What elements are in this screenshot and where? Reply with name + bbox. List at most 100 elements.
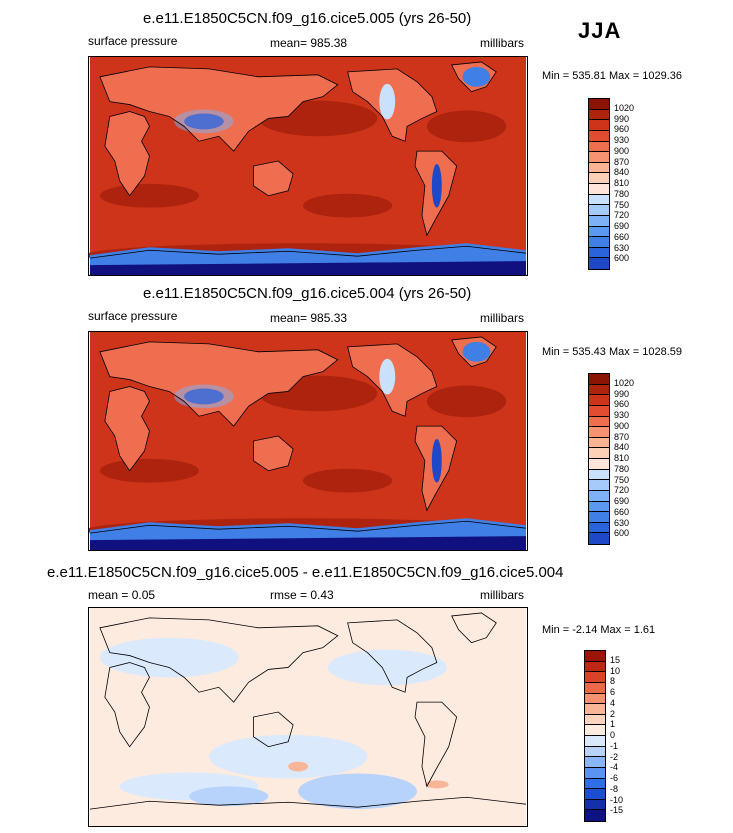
- colorbar-swatch: [585, 661, 605, 673]
- colorbar-swatch: [589, 427, 609, 438]
- coastline: [99, 66, 339, 152]
- colorbar-swatch: [589, 469, 609, 481]
- panel3-mean-label: mean = 0.05: [88, 588, 156, 602]
- colorbar-swatch: [589, 512, 609, 523]
- antarctica-core: [90, 261, 526, 275]
- greenland-low: [462, 341, 491, 362]
- colorbar-swatch: [585, 767, 605, 779]
- colorbar-swatch: [589, 384, 609, 396]
- coastline: [347, 619, 438, 693]
- rockies: [379, 83, 396, 120]
- negative-anomaly-strong: [298, 773, 417, 810]
- panel2-units-label: millibars: [480, 311, 525, 325]
- coastline-antarctica: [89, 520, 527, 534]
- colorbar-label: -15: [610, 805, 624, 816]
- coastline: [347, 68, 438, 142]
- panel1-pressure-map: [88, 56, 528, 276]
- negative-anomaly: [327, 649, 447, 686]
- colorbar-label: 900: [614, 145, 630, 156]
- season-label: JJA: [578, 18, 622, 43]
- panel1-colorbar: [588, 98, 610, 270]
- coastline: [253, 160, 294, 197]
- andes-low: [431, 164, 442, 208]
- land-pressure: [104, 386, 150, 471]
- colorbar-label: 8: [610, 676, 616, 687]
- panel2-title: e.e11.E1850C5CN.f09_g16.cice5.004 (yrs 2…: [143, 285, 472, 302]
- colorbar-label: 840: [614, 167, 630, 178]
- negative-anomaly-strong: [189, 786, 269, 807]
- panel2-pressure-map: [88, 331, 528, 551]
- panel1-mean-label: mean= 985.38: [270, 36, 348, 50]
- colorbar-label: 720: [614, 485, 630, 496]
- colorbar-swatch: [589, 162, 609, 174]
- colorbar-swatch: [589, 152, 609, 163]
- colorbar-label: 720: [614, 210, 630, 221]
- colorbar-label: 810: [614, 178, 630, 188]
- colorbar-label: 600: [614, 528, 630, 539]
- colorbar-label: 1020: [614, 377, 635, 388]
- colorbar-swatch: [589, 215, 609, 227]
- colorbar-swatch: [589, 184, 609, 195]
- coastline: [451, 336, 497, 368]
- colorbar-swatch: [585, 704, 605, 715]
- colorbar-label: 960: [614, 399, 630, 410]
- map-canvas: [89, 332, 527, 550]
- coastline: [414, 150, 458, 237]
- colorbar-label: 15: [610, 654, 621, 665]
- colorbar-swatch: [589, 99, 609, 110]
- colorbar-label: 6: [610, 687, 616, 697]
- colorbar-swatch: [585, 778, 605, 790]
- colorbar-swatch: [585, 810, 605, 821]
- high-pressure-cell: [303, 193, 393, 218]
- coastline-antarctica: [89, 796, 527, 810]
- colorbar-label: 900: [614, 420, 630, 431]
- panel3-units-label: millibars: [480, 588, 525, 602]
- colorbar-swatch: [589, 490, 609, 502]
- colorbar-label: 630: [614, 242, 630, 253]
- colorbar-swatch: [589, 130, 609, 142]
- greenland-low: [462, 66, 491, 87]
- colorbar-swatch: [589, 459, 609, 470]
- colorbar-label: -8: [610, 783, 619, 794]
- coastline-antarctica: [89, 245, 527, 259]
- colorbar-label: 630: [614, 517, 630, 528]
- colorbar-swatch: [585, 799, 605, 811]
- colorbar-swatch: [589, 194, 609, 206]
- panel2-colorbar: [588, 373, 610, 545]
- panel2-mean-label: mean= 985.33: [270, 311, 348, 325]
- colorbar-label: 4: [610, 697, 616, 708]
- colorbar-label: -4: [610, 762, 619, 773]
- land-pressure: [104, 111, 150, 196]
- land-pressure: [99, 66, 338, 152]
- colorbar-swatch: [589, 395, 609, 406]
- colorbar-swatch: [589, 120, 609, 131]
- colorbar-swatch: [589, 226, 609, 238]
- tibet-halo: [174, 384, 234, 409]
- colorbar-swatch: [585, 714, 605, 726]
- colorbar-label: 690: [614, 496, 630, 506]
- panel2-min-max: Min = 535.43 Max = 1028.59: [542, 346, 683, 358]
- colorbar-label: 750: [614, 474, 630, 485]
- high-pressure-cell: [426, 385, 507, 418]
- panel3-title: e.e11.E1850C5CN.f09_g16.cice5.005 - e.e1…: [47, 564, 564, 581]
- colorbar-swatch: [589, 416, 609, 428]
- colorbar-label: 810: [614, 453, 630, 463]
- colorbar-swatch: [589, 437, 609, 449]
- panel3-colorbar: [584, 650, 606, 822]
- colorbar-label: 870: [614, 156, 630, 167]
- colorbar-swatch: [585, 651, 605, 662]
- colorbar-swatch: [589, 109, 609, 121]
- colorbar-label: 990: [614, 388, 630, 399]
- panel1-min-max: Min = 535.81 Max = 1029.36: [542, 70, 683, 82]
- colorbar-swatch: [589, 405, 609, 417]
- colorbar-swatch: [589, 237, 609, 248]
- colorbar-label: 930: [614, 410, 630, 420]
- colorbar-label: 960: [614, 124, 630, 135]
- high-pressure-cell: [426, 110, 507, 143]
- colorbar-label: -6: [610, 773, 619, 783]
- high-pressure-cell: [303, 468, 393, 493]
- colorbar-swatch: [589, 258, 609, 269]
- colorbar-swatch: [589, 374, 609, 385]
- coastline: [253, 435, 294, 472]
- panel1-units-label: millibars: [480, 36, 525, 50]
